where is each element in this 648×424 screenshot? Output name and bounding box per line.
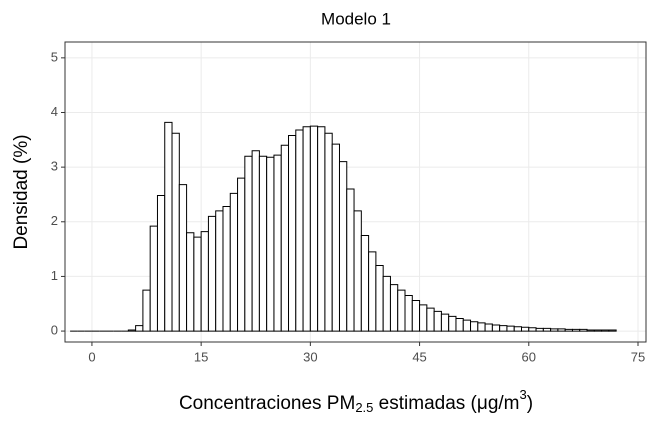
bar: [593, 329, 603, 332]
bar: [499, 325, 508, 332]
bar: [608, 329, 617, 332]
bar: [375, 264, 384, 332]
y-tick-label: 5: [51, 49, 58, 64]
bar: [586, 329, 595, 332]
bar: [440, 313, 450, 332]
bar: [338, 161, 348, 332]
bar: [251, 150, 260, 332]
bar: [288, 134, 297, 332]
x-tick-label: 60: [522, 349, 536, 364]
x-label-sup: 3: [520, 387, 527, 402]
bar: [258, 155, 268, 332]
bar: [207, 215, 217, 332]
bar: [433, 310, 442, 332]
x-axis-label: Concentraciones PM2.5 estimadas (μg/m3): [179, 387, 533, 415]
bar: [135, 325, 144, 332]
bar: [542, 327, 552, 332]
bar: [477, 322, 486, 332]
bar: [149, 225, 158, 332]
bar: [513, 326, 522, 332]
panel-border: [64, 41, 647, 343]
chart-title: Modelo 1: [321, 9, 391, 28]
bar: [353, 210, 362, 332]
bar: [171, 132, 180, 332]
bar: [368, 251, 377, 332]
bar: [273, 154, 282, 332]
bar: [346, 188, 355, 332]
bar: [448, 315, 457, 332]
bar: [601, 329, 610, 332]
bar: [455, 318, 464, 332]
bar: [186, 232, 195, 332]
bar: [397, 289, 406, 332]
bar: [535, 327, 544, 332]
bar: [317, 126, 326, 332]
x-tick-label: 0: [88, 349, 95, 364]
bar: [222, 205, 231, 332]
bar: [419, 304, 428, 332]
bar: [127, 329, 137, 332]
x-tick-label: 15: [194, 349, 208, 364]
bar: [579, 328, 588, 332]
y-tick-label: 0: [51, 323, 58, 338]
x-tick-label: 45: [412, 349, 426, 364]
bar: [491, 324, 501, 332]
x-label-end: ): [527, 393, 533, 414]
x-label-main: Concentraciones PM: [179, 393, 355, 414]
bar: [164, 121, 173, 332]
bar: [550, 328, 559, 332]
bar: [324, 132, 333, 332]
y-tick-label: 4: [51, 104, 58, 119]
bar: [200, 231, 209, 332]
bar: [382, 275, 391, 332]
bar: [215, 210, 224, 332]
bar: [331, 143, 340, 332]
y-tick-label: 2: [51, 213, 58, 228]
bar: [426, 307, 435, 332]
x-label-middle: estimadas (μg/m: [373, 393, 519, 414]
bar: [462, 319, 472, 332]
bar: [156, 195, 166, 332]
bar: [389, 284, 399, 332]
bar: [295, 129, 304, 332]
bar: [280, 144, 290, 332]
bar: [528, 327, 537, 332]
bar: [506, 325, 515, 332]
y-tick-label: 1: [51, 268, 58, 283]
bar: [229, 192, 239, 332]
bar: [309, 125, 319, 332]
bar: [521, 326, 530, 332]
bar: [142, 289, 151, 332]
bar: [404, 295, 413, 332]
bar: [564, 328, 573, 332]
x-tick-label: 30: [303, 349, 317, 364]
bar: [193, 236, 202, 332]
bar: [360, 234, 370, 332]
bar: [302, 126, 311, 332]
bar: [470, 321, 479, 332]
y-axis-label: Densidad (%): [11, 134, 32, 249]
bar: [244, 155, 253, 332]
x-tick-label: 75: [631, 349, 645, 364]
x-label-sub: 2.5: [355, 400, 373, 415]
bar: [557, 328, 566, 332]
bar: [237, 177, 246, 332]
y-tick-label: 3: [51, 159, 58, 174]
bar: [411, 299, 421, 332]
bar: [266, 156, 275, 332]
bar: [178, 184, 188, 332]
bar: [484, 323, 493, 332]
bar: [571, 328, 581, 332]
